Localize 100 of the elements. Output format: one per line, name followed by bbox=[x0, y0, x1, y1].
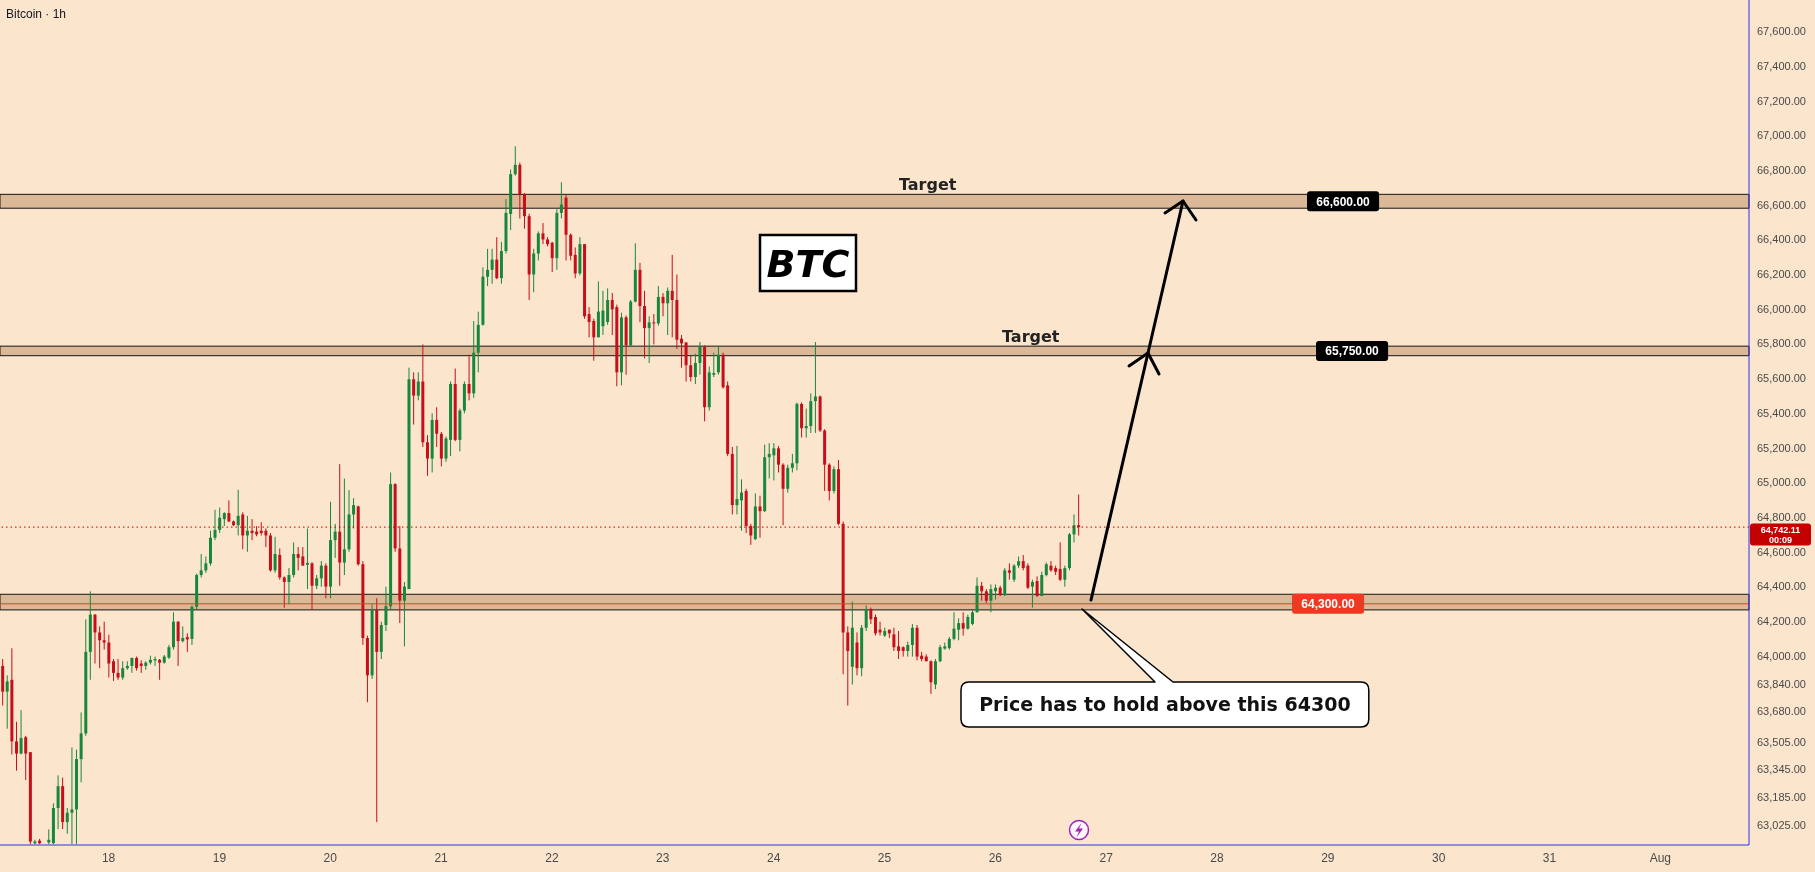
x-tick-label: 19 bbox=[212, 850, 227, 865]
y-tick-label: 66,400.00 bbox=[1757, 233, 1806, 246]
candlestick bbox=[56, 774, 60, 830]
candlestick bbox=[112, 658, 115, 682]
candlestick bbox=[790, 453, 794, 473]
candlestick bbox=[910, 623, 914, 658]
candlestick bbox=[587, 306, 591, 338]
candlestick bbox=[467, 354, 471, 401]
candlestick bbox=[767, 442, 771, 480]
x-tick-label: 21 bbox=[434, 850, 449, 865]
candlestick bbox=[319, 560, 323, 588]
candlestick bbox=[1035, 575, 1039, 598]
y-tick-label: 66,000.00 bbox=[1757, 302, 1806, 315]
candlestick bbox=[65, 807, 69, 835]
ref-line-label: 64,300.00 bbox=[1301, 597, 1356, 612]
x-tick-label: 31 bbox=[1542, 850, 1557, 865]
x-tick-label: 25 bbox=[877, 850, 892, 865]
y-tick-label: 63,505.00 bbox=[1757, 735, 1806, 748]
y-tick-label: 67,400.00 bbox=[1757, 59, 1806, 72]
candlestick bbox=[559, 181, 563, 219]
y-tick-label: 63,680.00 bbox=[1757, 705, 1806, 718]
annotation: Price has to hold above this 64300 bbox=[979, 693, 1351, 716]
y-tick-label: 63,840.00 bbox=[1757, 677, 1806, 690]
candlestick bbox=[199, 553, 203, 578]
band-label: 66,600.00 bbox=[1316, 194, 1371, 209]
candlestick bbox=[412, 371, 416, 426]
candlestick bbox=[352, 497, 356, 530]
candlestick bbox=[670, 254, 674, 338]
y-tick-label: 65,400.00 bbox=[1757, 406, 1806, 419]
y-tick-label: 64,400.00 bbox=[1757, 580, 1806, 593]
candlestick bbox=[601, 290, 605, 336]
candlestick bbox=[324, 562, 328, 599]
candlestick bbox=[740, 478, 743, 532]
band-label: 65,750.00 bbox=[1325, 344, 1380, 359]
candlestick bbox=[1026, 562, 1030, 590]
candlestick bbox=[273, 536, 277, 574]
candlestick bbox=[5, 674, 9, 730]
y-tick-label: 67,600.00 bbox=[1757, 25, 1806, 38]
candlestick bbox=[416, 371, 420, 401]
x-tick-label: 29 bbox=[1321, 850, 1335, 865]
candlestick bbox=[24, 735, 28, 781]
candlestick bbox=[689, 355, 693, 383]
candlestick bbox=[342, 478, 346, 576]
candlestick bbox=[301, 546, 305, 567]
candlestick bbox=[107, 634, 111, 679]
candlestick bbox=[874, 614, 877, 637]
candlestick bbox=[282, 575, 286, 609]
candlestick bbox=[573, 246, 577, 279]
y-tick-label: 64,000.00 bbox=[1757, 649, 1806, 662]
y-tick-label: 66,800.00 bbox=[1757, 163, 1806, 176]
candlestick bbox=[1058, 541, 1062, 582]
candlestick bbox=[384, 586, 388, 632]
y-tick-label: 65,200.00 bbox=[1757, 441, 1806, 454]
candlestick bbox=[864, 604, 868, 632]
x-tick-label: 23 bbox=[656, 850, 670, 865]
candlestick bbox=[158, 658, 162, 681]
candlestick bbox=[513, 145, 517, 177]
candlestick bbox=[176, 620, 180, 667]
candlestick bbox=[278, 547, 282, 581]
x-tick-label: 22 bbox=[545, 850, 559, 865]
y-tick-label: 65,600.00 bbox=[1757, 372, 1806, 385]
candlestick bbox=[236, 489, 240, 536]
candlestick bbox=[698, 341, 702, 376]
x-tick-label: 26 bbox=[988, 850, 1003, 865]
candlestick bbox=[287, 567, 291, 605]
y-tick-label: 63,185.00 bbox=[1757, 791, 1806, 804]
x-tick-label: 24 bbox=[766, 850, 781, 865]
annotation: Target bbox=[1002, 327, 1060, 347]
candlestick bbox=[716, 346, 720, 376]
candlestick bbox=[227, 499, 231, 523]
y-tick-label: 67,200.00 bbox=[1757, 94, 1806, 107]
x-tick-label: 30 bbox=[1431, 850, 1446, 865]
candlestick bbox=[661, 292, 665, 317]
candlestick bbox=[1030, 579, 1034, 609]
candlestick bbox=[897, 630, 901, 660]
candlestick bbox=[606, 287, 610, 326]
y-tick-label: 63,025.00 bbox=[1757, 818, 1806, 831]
y-tick-label: 65,800.00 bbox=[1757, 337, 1806, 350]
candlestick bbox=[892, 627, 896, 652]
candlestick bbox=[550, 241, 554, 273]
candlestick bbox=[846, 625, 850, 706]
annotation: Target bbox=[898, 175, 957, 195]
candlestick bbox=[305, 528, 309, 590]
x-tick-label: 28 bbox=[1210, 850, 1224, 865]
y-tick-label: 64,800.00 bbox=[1757, 510, 1806, 523]
candlestick bbox=[1040, 571, 1044, 597]
candlestick bbox=[813, 341, 817, 434]
candlestick bbox=[989, 583, 993, 613]
candlestick bbox=[758, 495, 762, 539]
candlestick bbox=[952, 611, 956, 641]
candlestick bbox=[130, 657, 134, 674]
candlestick bbox=[213, 509, 217, 541]
candlestick bbox=[772, 442, 776, 481]
candlestick bbox=[486, 248, 490, 287]
candlestick bbox=[592, 318, 596, 362]
x-tick-label: 18 bbox=[101, 850, 116, 865]
candlestick bbox=[666, 287, 670, 336]
candlestick bbox=[93, 613, 97, 665]
candlestick bbox=[735, 445, 739, 515]
y-tick-label: 67,000.00 bbox=[1757, 129, 1806, 142]
